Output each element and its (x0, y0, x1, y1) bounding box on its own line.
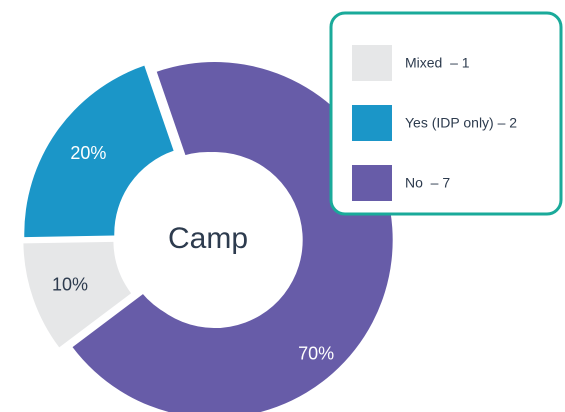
legend-swatch (352, 165, 392, 201)
center-hole (122, 152, 294, 324)
legend-label: Yes (IDP only) – 2 (405, 115, 517, 131)
legend-swatch (352, 105, 392, 141)
center-label: Camp (168, 222, 248, 255)
donut-slice (72, 62, 393, 412)
donut-slice (23, 241, 132, 348)
value-label: 10% (52, 274, 88, 294)
legend-label: Mixed – 1 (405, 55, 470, 71)
legend-label: No – 7 (405, 175, 450, 191)
legend-swatch (352, 45, 392, 81)
donut-slice (24, 65, 174, 238)
value-label: 70% (298, 343, 334, 363)
value-label: 20% (70, 143, 106, 163)
